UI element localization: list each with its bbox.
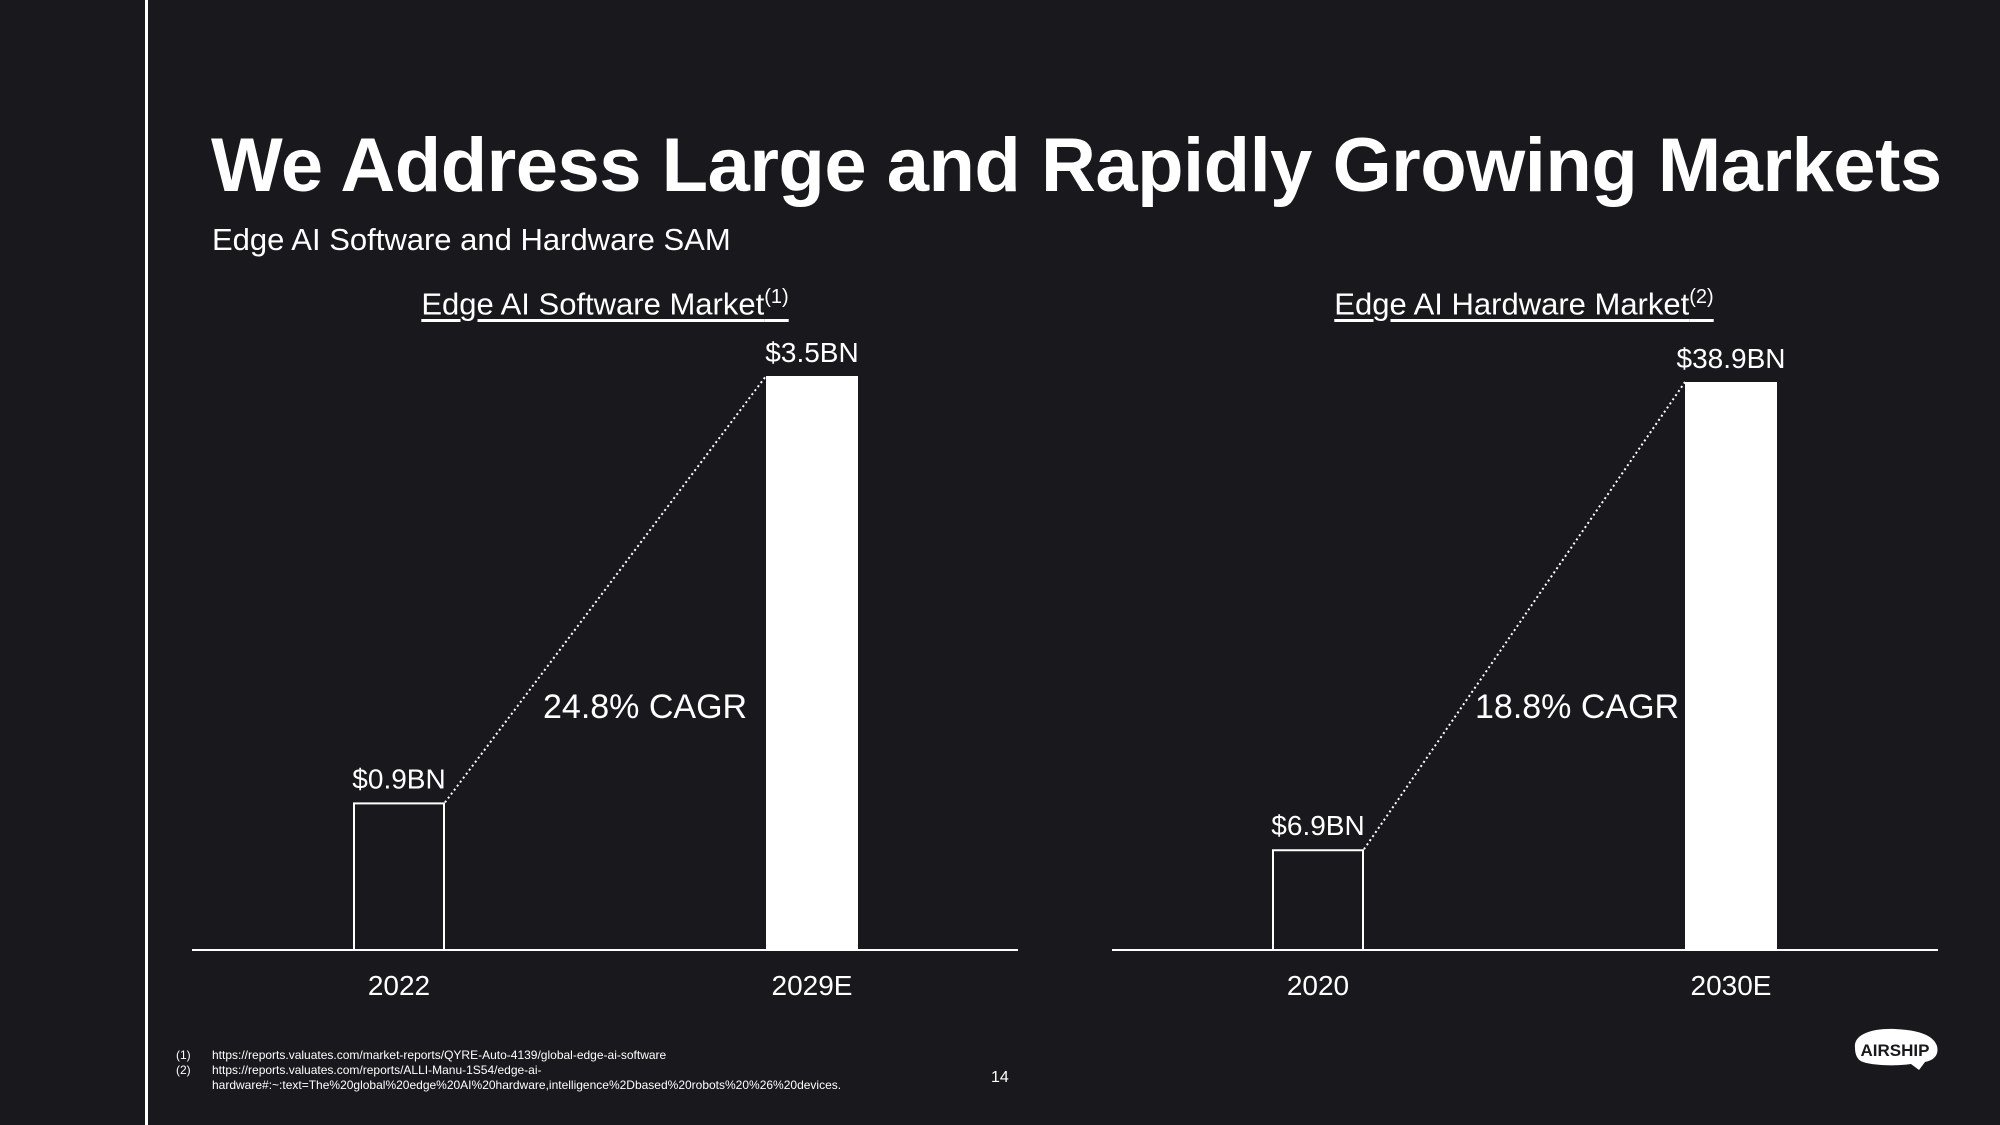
airship-logo: AIRSHIP	[1854, 1028, 1938, 1070]
page-title: We Address Large and Rapidly Growing Mar…	[211, 123, 1942, 208]
footnote-1: (1) https://reports.valuates.com/market-…	[176, 1048, 841, 1063]
chart-1-cagr-connector	[1363, 381, 1686, 850]
footnote-1-link[interactable]: https://reports.valuates.com/market-repo…	[212, 1048, 667, 1062]
chart-1-value-label-1: $38.9BN	[1677, 343, 1786, 374]
chart-title-hardware-text: Edge AI Hardware Market	[1334, 286, 1690, 322]
left-vertical-rule	[145, 0, 148, 1125]
footnote-1-number: (1)	[176, 1048, 191, 1062]
page-subtitle: Edge AI Software and Hardware SAM	[212, 222, 731, 257]
chart-title-software: Edge AI Software Market(1)	[421, 286, 788, 322]
footnote-2-link-continued[interactable]: hardware#:~:text=The%20global%20edge%20A…	[212, 1078, 842, 1092]
svg-text:AIRSHIP: AIRSHIP	[1861, 1041, 1930, 1060]
footnote-2-link[interactable]: https://reports.valuates.com/reports/ALL…	[212, 1063, 542, 1077]
footnote-2-continued: hardware#:~:text=The%20global%20edge%20A…	[176, 1078, 841, 1093]
footnotes: (1) https://reports.valuates.com/market-…	[176, 1048, 841, 1093]
chart-0-bar-1	[766, 376, 858, 950]
chart-0-category-label-0: 2022	[368, 970, 430, 1001]
footnote-2: (2) https://reports.valuates.com/reports…	[176, 1063, 841, 1078]
chart-title-hardware: Edge AI Hardware Market(2)	[1334, 286, 1713, 322]
chart-0-cagr-connector	[444, 375, 767, 804]
chart-1-bar-1	[1685, 382, 1777, 950]
chart-0-cagr-annotation: 24.8% CAGR	[543, 688, 747, 726]
page-number: 14	[991, 1069, 1009, 1086]
chart-title-software-text: Edge AI Software Market	[421, 286, 765, 322]
chart-1-value-label-0: $6.9BN	[1271, 810, 1364, 841]
chart-1-bar-0	[1272, 849, 1364, 951]
chart-0-bar-0	[353, 802, 445, 952]
chart-0-value-label-1: $3.5BN	[765, 337, 858, 368]
chart-0-value-label-0: $0.9BN	[352, 763, 445, 794]
chart-1-cagr-annotation: 18.8% CAGR	[1475, 688, 1679, 726]
chart-title-hardware-sup: (2)	[1689, 286, 1714, 308]
chart-1-category-label-0: 2020	[1287, 970, 1349, 1001]
chart-title-software-sup: (1)	[764, 286, 789, 308]
chart-1-category-label-1: 2030E	[1691, 970, 1772, 1001]
footnote-2-number: (2)	[176, 1063, 191, 1077]
chart-0-category-label-1: 2029E	[772, 970, 853, 1001]
